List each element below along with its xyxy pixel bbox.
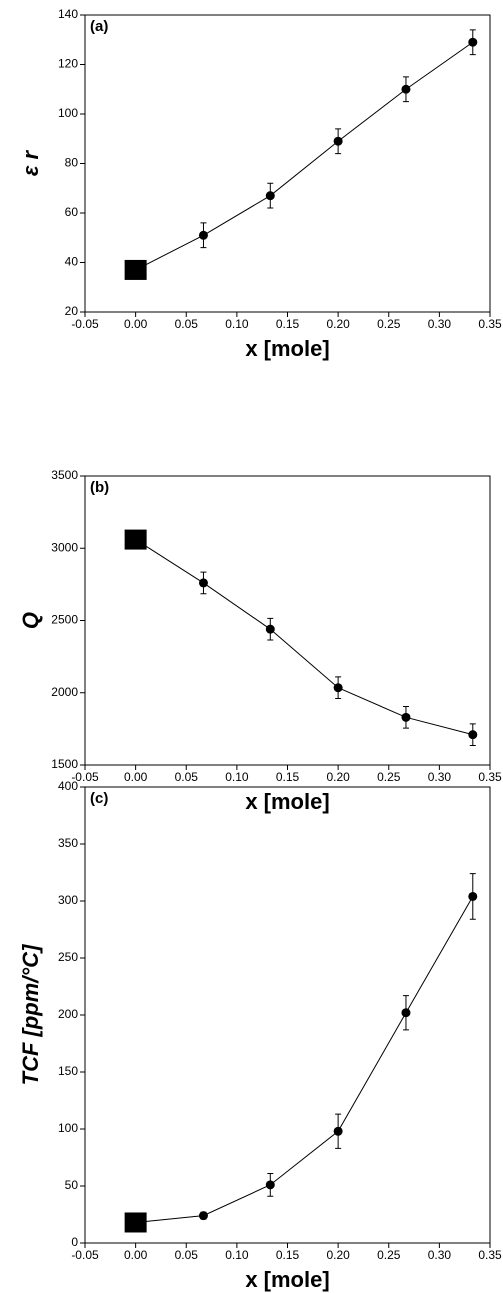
y-tick-label: 20	[65, 304, 79, 318]
x-tick-label: 0.35	[478, 317, 502, 331]
x-tick-label: 0.05	[175, 770, 199, 784]
y-tick-label: 200	[58, 1007, 78, 1021]
x-axis-title: x [mole]	[245, 1267, 329, 1292]
x-tick-label: -0.05	[71, 317, 99, 331]
x-tick-label: 0.30	[428, 770, 452, 784]
x-tick-label: 0.10	[225, 770, 249, 784]
x-tick-label: 0.30	[428, 317, 452, 331]
x-axis-title: x [mole]	[245, 789, 329, 814]
x-tick-label: 0.25	[377, 317, 401, 331]
marker-circle	[198, 1211, 208, 1221]
x-tick-label: -0.05	[71, 770, 99, 784]
marker-square	[124, 259, 147, 280]
marker-circle	[401, 712, 411, 722]
y-tick-label: 250	[58, 950, 78, 964]
y-tick-label: 100	[58, 1121, 78, 1135]
x-tick-label: 0.35	[478, 1248, 502, 1262]
marker-circle	[265, 1180, 275, 1190]
y-tick-label: 0	[71, 1235, 78, 1249]
marker-circle	[468, 730, 478, 740]
marker-square	[124, 529, 147, 550]
x-tick-label: 0.20	[326, 1248, 350, 1262]
x-tick-label: -0.05	[71, 1248, 99, 1262]
y-axis-title: TCF [ppm/°C]	[18, 944, 43, 1085]
y-tick-label: 50	[65, 1178, 79, 1192]
y-tick-label: 40	[65, 255, 79, 269]
x-tick-label: 0.30	[428, 1248, 452, 1262]
x-tick-label: 0.35	[478, 770, 502, 784]
marker-circle	[401, 1008, 411, 1018]
y-tick-label: 2000	[51, 685, 78, 699]
x-tick-label: 0.10	[225, 1248, 249, 1262]
plot-frame	[84, 475, 491, 766]
marker-circle	[468, 891, 478, 901]
marker-circle	[198, 578, 208, 588]
y-tick-label: 120	[58, 57, 78, 71]
x-tick-label: 0.00	[124, 317, 148, 331]
x-tick-label: 0.05	[175, 1248, 199, 1262]
x-tick-label: 0.20	[326, 770, 350, 784]
y-tick-label: 80	[65, 156, 79, 170]
y-tick-label: 350	[58, 836, 78, 850]
data-line	[135, 539, 473, 736]
x-tick-label: 0.20	[326, 317, 350, 331]
x-tick-label: 0.00	[124, 1248, 148, 1262]
marker-circle	[198, 230, 208, 240]
plot-frame	[84, 786, 491, 1244]
x-tick-label: 0.15	[276, 317, 300, 331]
y-tick-label: 400	[58, 779, 78, 793]
y-axis-title: Q	[18, 612, 43, 629]
y-tick-label: 140	[58, 7, 78, 21]
panel-label: (c)	[90, 790, 108, 807]
x-tick-label: 0.15	[276, 770, 300, 784]
y-axis-title: ε r	[18, 149, 43, 176]
y-tick-label: 3000	[51, 540, 78, 554]
marker-circle	[265, 624, 275, 634]
x-tick-label: 0.05	[175, 317, 199, 331]
y-tick-label: 3500	[51, 468, 78, 482]
y-tick-label: 150	[58, 1064, 78, 1078]
y-tick-label: 100	[58, 106, 78, 120]
y-tick-label: 1500	[51, 757, 78, 771]
data-line	[135, 896, 474, 1223]
x-tick-label: 0.25	[377, 770, 401, 784]
marker-circle	[333, 1126, 343, 1136]
y-tick-label: 2500	[51, 613, 78, 627]
panel-label: (b)	[90, 479, 109, 496]
x-tick-label: 0.25	[377, 1248, 401, 1262]
x-tick-label: 0.10	[225, 317, 249, 331]
x-tick-label: 0.15	[276, 1248, 300, 1262]
x-axis-title: x [mole]	[245, 336, 329, 361]
data-line	[135, 41, 474, 271]
marker-circle	[468, 37, 478, 47]
x-tick-label: 0.00	[124, 770, 148, 784]
marker-circle	[333, 683, 343, 693]
y-tick-label: 60	[65, 205, 79, 219]
y-tick-label: 300	[58, 893, 78, 907]
marker-circle	[401, 84, 411, 94]
panel-label: (a)	[90, 18, 108, 35]
marker-circle	[333, 136, 343, 146]
marker-circle	[265, 191, 275, 201]
marker-square	[124, 1212, 147, 1233]
